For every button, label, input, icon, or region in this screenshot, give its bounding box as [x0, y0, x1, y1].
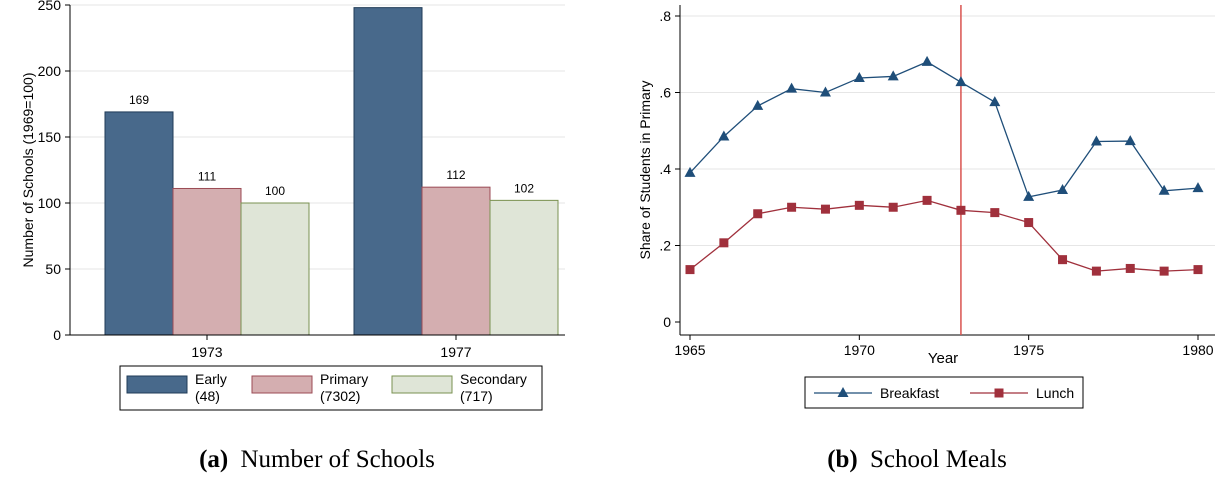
data-point-breakfast [819, 86, 831, 97]
caption-a: (a) Number of Schools [199, 446, 435, 473]
data-point-lunch [685, 265, 695, 275]
y-tick-label-a: 0 [53, 327, 61, 343]
data-point-lunch [1193, 265, 1203, 275]
data-point-breakfast [887, 70, 899, 81]
x-tick-label-b: 1970 [844, 342, 875, 358]
bar-value-label: 111 [198, 169, 217, 183]
data-point-lunch [922, 195, 932, 205]
data-point-lunch [1058, 255, 1068, 265]
data-point-breakfast [752, 99, 764, 110]
data-point-breakfast [1090, 135, 1102, 146]
legend-count-a: (717) [460, 388, 493, 404]
bar [240, 202, 310, 336]
data-point-lunch [787, 202, 797, 212]
y-tick-label-b: 0 [663, 314, 671, 330]
y-tick-label-b: .8 [659, 8, 671, 24]
data-point-lunch [820, 204, 830, 214]
data-point-lunch [1159, 266, 1169, 276]
legend-a: Early(48) Primary(7302) Secondary(717) [119, 365, 543, 411]
x-tick-label-a: 1977 [440, 344, 471, 360]
data-point-lunch [1024, 218, 1034, 228]
caption-b-label: (b) [827, 446, 858, 473]
y-axis-label-b: Share of Students in Primary [637, 81, 653, 260]
bar-value-label: 100 [265, 184, 285, 198]
data-point-lunch [1125, 263, 1135, 273]
data-point-lunch [753, 209, 763, 219]
legend-label-b: Lunch [1036, 385, 1074, 401]
panel-school-meals: 0 .2 .4 .6 .8 1965 1970 1975 1980 Year Share of … [637, 5, 1215, 409]
y-tick-label-a: 100 [38, 195, 62, 211]
y-tick-label-b: .4 [659, 161, 671, 177]
legend-label-a: Early [195, 371, 227, 387]
data-point-breakfast [1158, 184, 1170, 195]
legend-box-a [119, 365, 543, 411]
bar-value-label: 248 [378, 0, 398, 3]
data-point-breakfast [786, 82, 798, 93]
bar [353, 7, 423, 336]
y-tick-label-b: .2 [659, 238, 671, 254]
y-tick-label-a: 150 [38, 129, 62, 145]
data-point-breakfast [1023, 190, 1035, 201]
data-point-breakfast [718, 130, 730, 141]
caption-b: (b) School Meals [827, 446, 1007, 473]
data-point-breakfast [989, 96, 1001, 107]
y-tick-label-a: 50 [45, 261, 61, 277]
legend-b: Breakfast Lunch [804, 376, 1084, 409]
legend-label-a: Secondary [460, 371, 527, 387]
legend-swatch-a [391, 375, 453, 394]
bar [104, 111, 174, 336]
legend-count-a: (48) [195, 388, 220, 404]
data-point-lunch [1091, 266, 1101, 276]
legend-swatch-a [126, 375, 188, 394]
caption-a-text: Number of Schools [240, 446, 434, 473]
y-tick-label-a: 200 [38, 63, 62, 79]
panel-number-of-schools: 169 111 100 248 112 102 0 50 100 150 200 250 1973 19… [20, 0, 565, 411]
y-tick-label-b: .6 [659, 85, 671, 101]
y-axis-label-a: Number of Schools (1969=100) [20, 73, 36, 268]
x-tick-label-b: 1965 [674, 342, 705, 358]
data-point-lunch [990, 208, 1000, 218]
data-point-breakfast [921, 55, 933, 66]
legend-marker-b [837, 387, 849, 397]
bar-value-label: 112 [446, 168, 465, 182]
legend-label-b: Breakfast [880, 385, 939, 401]
bar-value-label: 169 [129, 93, 149, 107]
data-point-breakfast [1192, 182, 1204, 193]
series-line-breakfast [689, 61, 1199, 198]
bar [421, 186, 491, 336]
x-axis-label-b: Year [928, 350, 958, 367]
data-point-breakfast [1057, 184, 1069, 195]
caption-b-text: School Meals [870, 446, 1007, 473]
data-point-lunch [888, 202, 898, 212]
data-point-lunch [719, 238, 729, 248]
x-tick-label-a: 1973 [191, 344, 222, 360]
data-point-breakfast [853, 71, 865, 82]
legend-count-a: (7302) [320, 388, 360, 404]
legend-marker-b [994, 388, 1004, 398]
series-line-lunch [689, 199, 1199, 272]
data-point-breakfast [955, 76, 967, 87]
legend-label-a: Primary [320, 371, 368, 387]
caption-a-label: (a) [199, 446, 228, 473]
legend-swatch-a [251, 375, 313, 394]
x-tick-label-b: 1980 [1182, 342, 1213, 358]
y-tick-label-a: 250 [38, 0, 62, 13]
data-point-lunch [854, 200, 864, 210]
data-point-breakfast [684, 166, 696, 177]
x-tick-label-b: 1975 [1013, 342, 1044, 358]
bar [172, 187, 242, 336]
bar [489, 199, 559, 336]
bar-value-label: 102 [514, 181, 534, 195]
data-point-lunch [956, 205, 966, 215]
plot-area-b [680, 5, 1215, 335]
data-point-breakfast [1124, 135, 1136, 146]
